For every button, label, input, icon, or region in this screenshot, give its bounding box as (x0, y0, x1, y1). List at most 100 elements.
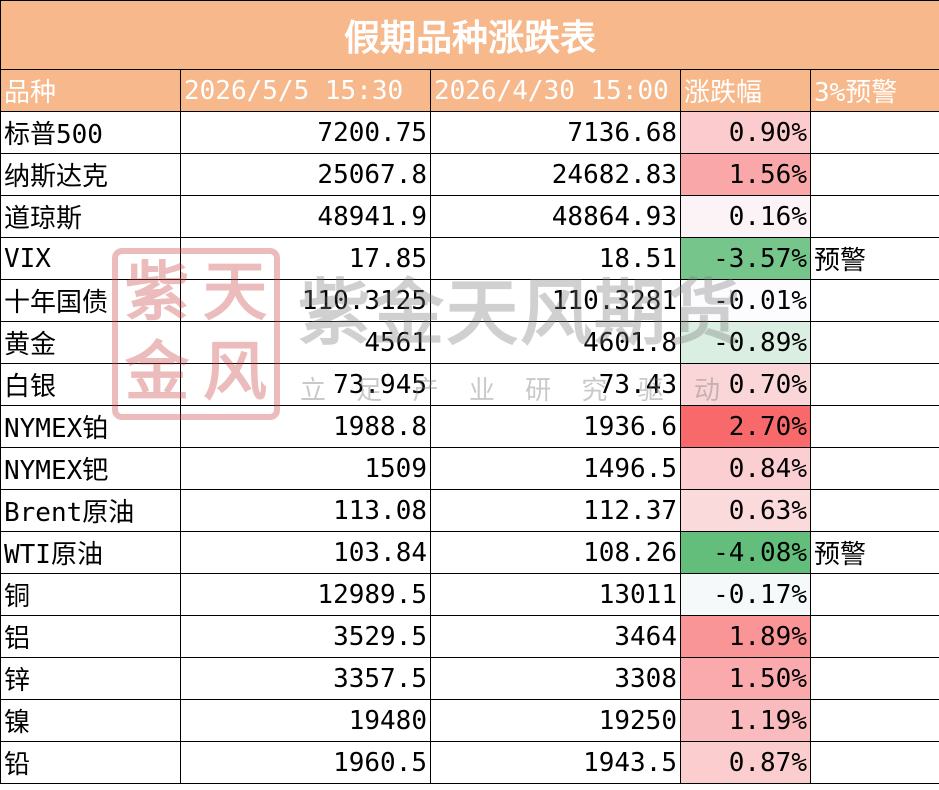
previous-cell: 48864.93 (430, 195, 681, 238)
name-cell: 十年国债 (0, 279, 181, 322)
change-cell: 0.90% (680, 111, 811, 154)
name-cell: 纳斯达克 (0, 153, 181, 196)
data-row: 纳斯达克 25067.8 24682.83 1.56% (0, 153, 939, 196)
data-row: 镍 19480 19250 1.19% (0, 699, 939, 742)
warning-cell (809, 363, 939, 406)
warning-cell (809, 741, 939, 784)
header-cell: 2026/4/30 15:00 (430, 69, 681, 112)
previous-cell: 18.51 (430, 237, 681, 280)
warning-cell (809, 279, 939, 322)
current-cell: 3529.5 (180, 615, 431, 658)
current-cell: 7200.75 (180, 111, 431, 154)
previous-cell: 108.26 (430, 531, 681, 574)
data-row: 铜 12989.5 13011 -0.17% (0, 573, 939, 616)
warning-cell (809, 447, 939, 490)
data-row: VIX 17.85 18.51 -3.57% 预警 (0, 237, 939, 280)
data-row: 铝 3529.5 3464 1.89% (0, 615, 939, 658)
current-cell: 12989.5 (180, 573, 431, 616)
current-cell: 19480 (180, 699, 431, 742)
name-cell: 白银 (0, 363, 181, 406)
name-cell: 锌 (0, 657, 181, 700)
change-cell: 1.50% (680, 657, 811, 700)
previous-cell: 112.37 (430, 489, 681, 532)
warning-cell: 预警 (809, 531, 939, 574)
change-cell: 0.63% (680, 489, 811, 532)
warning-cell (809, 153, 939, 196)
change-cell: -4.08% (680, 531, 811, 574)
name-cell: 标普500 (0, 111, 181, 154)
name-cell: 铜 (0, 573, 181, 616)
change-cell: 2.70% (680, 405, 811, 448)
data-row: WTI原油 103.84 108.26 -4.08% 预警 (0, 531, 939, 574)
change-cell: 0.84% (680, 447, 811, 490)
name-cell: 铝 (0, 615, 181, 658)
warning-cell (809, 657, 939, 700)
previous-cell: 4601.8 (430, 321, 681, 364)
current-cell: 1988.8 (180, 405, 431, 448)
previous-cell: 7136.68 (430, 111, 681, 154)
data-row: 十年国债 110.3125 110.3281 -0.01% (0, 279, 939, 322)
previous-cell: 3308 (430, 657, 681, 700)
data-row: 锌 3357.5 3308 1.50% (0, 657, 939, 700)
current-cell: 25067.8 (180, 153, 431, 196)
change-cell: 1.56% (680, 153, 811, 196)
header-cell: 品种 (0, 69, 181, 112)
header-cell: 涨跌幅 (680, 69, 811, 112)
data-row: 道琼斯 48941.9 48864.93 0.16% (0, 195, 939, 238)
name-cell: VIX (0, 237, 181, 280)
name-cell: 铅 (0, 741, 181, 784)
change-cell: -0.17% (680, 573, 811, 616)
previous-cell: 3464 (430, 615, 681, 658)
previous-cell: 1943.5 (430, 741, 681, 784)
name-cell: 黄金 (0, 321, 181, 364)
warning-cell (809, 489, 939, 532)
data-row: 黄金 4561 4601.8 -0.89% (0, 321, 939, 364)
header-cell: 3%预警 (809, 69, 939, 112)
name-cell: Brent原油 (0, 489, 181, 532)
previous-cell: 24682.83 (430, 153, 681, 196)
data-row: 标普500 7200.75 7136.68 0.90% (0, 111, 939, 154)
current-cell: 113.08 (180, 489, 431, 532)
warning-cell (809, 615, 939, 658)
current-cell: 1509 (180, 447, 431, 490)
header-cell: 2026/5/5 15:30 (180, 69, 431, 112)
previous-cell: 1936.6 (430, 405, 681, 448)
current-cell: 48941.9 (180, 195, 431, 238)
change-cell: 0.87% (680, 741, 811, 784)
previous-cell: 13011 (430, 573, 681, 616)
warning-cell (809, 321, 939, 364)
warning-cell (809, 699, 939, 742)
current-cell: 110.3125 (180, 279, 431, 322)
change-cell: 0.16% (680, 195, 811, 238)
change-cell: 0.70% (680, 363, 811, 406)
data-row: 白银 73.945 73.43 0.70% (0, 363, 939, 406)
change-cell: 1.89% (680, 615, 811, 658)
current-cell: 73.945 (180, 363, 431, 406)
header-row: 品种 2026/5/5 15:30 2026/4/30 15:00 涨跌幅 3%预警 (0, 69, 939, 112)
warning-cell (809, 405, 939, 448)
name-cell: NYMEX铂 (0, 405, 181, 448)
title-row: 假期品种涨跌表 (0, 0, 939, 70)
previous-cell: 19250 (430, 699, 681, 742)
warning-cell (809, 195, 939, 238)
change-cell: -0.89% (680, 321, 811, 364)
change-cell: -3.57% (680, 237, 811, 280)
warning-cell (809, 573, 939, 616)
previous-cell: 110.3281 (430, 279, 681, 322)
warning-cell (809, 111, 939, 154)
table-title: 假期品种涨跌表 (0, 0, 939, 70)
name-cell: 镍 (0, 699, 181, 742)
change-cell: -0.01% (680, 279, 811, 322)
data-row: Brent原油 113.08 112.37 0.63% (0, 489, 939, 532)
current-cell: 17.85 (180, 237, 431, 280)
data-row: NYMEX铂 1988.8 1936.6 2.70% (0, 405, 939, 448)
data-row: 铅 1960.5 1943.5 0.87% (0, 741, 939, 784)
current-cell: 3357.5 (180, 657, 431, 700)
data-row: NYMEX钯 1509 1496.5 0.84% (0, 447, 939, 490)
previous-cell: 73.43 (430, 363, 681, 406)
previous-cell: 1496.5 (430, 447, 681, 490)
warning-cell: 预警 (809, 237, 939, 280)
